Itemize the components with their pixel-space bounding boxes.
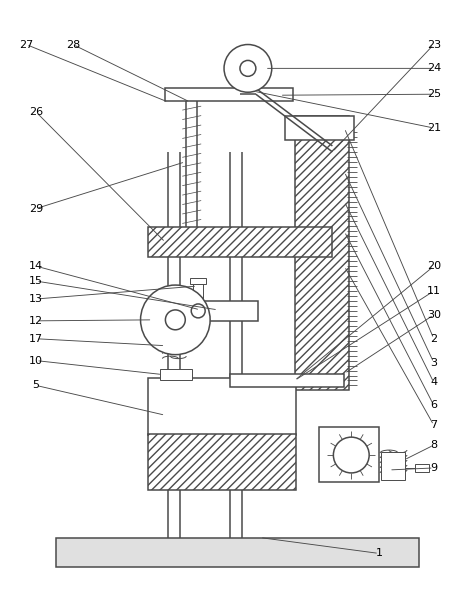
Bar (148, 378, 296, 435)
Text: 25: 25 (427, 89, 441, 99)
Text: 5: 5 (33, 381, 40, 391)
Text: 4: 4 (430, 378, 438, 388)
Bar (164, 301, 258, 321)
Text: 10: 10 (29, 356, 43, 366)
Bar (190, 278, 206, 284)
Text: 13: 13 (29, 294, 43, 304)
Bar (381, 452, 405, 480)
Text: 17: 17 (29, 334, 43, 344)
Circle shape (224, 44, 272, 92)
Text: 20: 20 (427, 261, 441, 271)
Bar (56, 538, 419, 567)
Text: 2: 2 (430, 334, 438, 344)
Bar (415, 464, 429, 472)
Circle shape (165, 310, 185, 330)
Text: 29: 29 (29, 203, 43, 213)
Bar (193, 284, 203, 302)
Circle shape (240, 60, 256, 76)
Bar (160, 369, 192, 381)
Text: 21: 21 (427, 123, 441, 133)
Text: 6: 6 (430, 400, 437, 410)
Text: 27: 27 (19, 40, 33, 50)
Text: 15: 15 (29, 276, 43, 286)
Circle shape (191, 304, 205, 318)
Circle shape (140, 285, 210, 355)
Bar (148, 228, 332, 257)
Text: 3: 3 (430, 358, 437, 368)
Bar (285, 116, 354, 140)
Text: 7: 7 (430, 420, 438, 430)
Bar (319, 427, 379, 482)
Text: 14: 14 (29, 261, 43, 271)
Text: 23: 23 (427, 40, 441, 50)
Text: 11: 11 (427, 286, 441, 296)
Bar (230, 374, 344, 388)
Text: 12: 12 (29, 316, 43, 326)
Circle shape (334, 437, 369, 473)
Text: 28: 28 (66, 40, 80, 50)
Text: 8: 8 (430, 440, 438, 450)
Bar (148, 434, 296, 490)
Bar (295, 116, 349, 391)
Text: 1: 1 (376, 548, 383, 558)
Text: 26: 26 (29, 107, 43, 117)
Text: 9: 9 (430, 463, 438, 473)
Text: 30: 30 (427, 310, 441, 320)
Bar (165, 88, 292, 101)
Text: 24: 24 (426, 63, 441, 73)
